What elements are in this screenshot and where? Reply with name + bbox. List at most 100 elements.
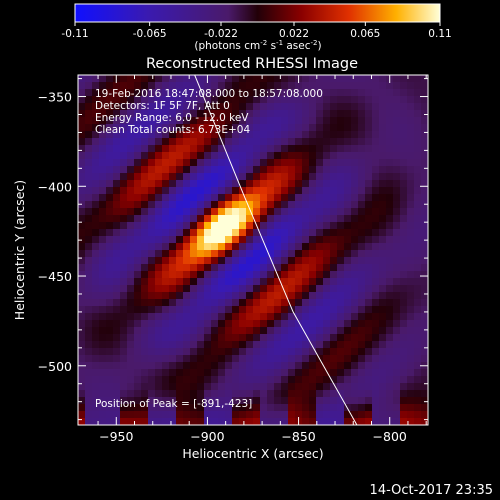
heatmap-cell <box>246 96 253 103</box>
heatmap-cell <box>148 250 155 257</box>
heatmap-cell <box>162 103 169 110</box>
heatmap-cell <box>253 152 260 159</box>
heatmap-cell <box>309 341 316 348</box>
heatmap-cell <box>78 313 85 320</box>
heatmap-cell <box>386 166 393 173</box>
heatmap-cell <box>281 124 288 131</box>
heatmap-cell <box>421 418 428 425</box>
heatmap-cell <box>421 411 428 418</box>
heatmap-cell <box>309 194 316 201</box>
heatmap-cell <box>85 187 92 194</box>
heatmap-cell <box>365 89 372 96</box>
heatmap-cell <box>400 313 407 320</box>
heatmap-cell <box>169 222 176 229</box>
heatmap-cell <box>92 75 99 82</box>
heatmap-cell <box>253 355 260 362</box>
heatmap-cell <box>148 173 155 180</box>
info-line-time: 19-Feb-2016 18:47:08.000 to 18:57:08.000 <box>95 88 323 100</box>
heatmap-cell <box>323 327 330 334</box>
heatmap-cell <box>316 222 323 229</box>
heatmap-cell <box>414 152 421 159</box>
heatmap-cell <box>323 404 330 411</box>
heatmap-cell <box>246 341 253 348</box>
heatmap-cell <box>386 278 393 285</box>
heatmap-cell <box>239 215 246 222</box>
heatmap-cell <box>351 117 358 124</box>
heatmap-cell <box>218 306 225 313</box>
heatmap-cell <box>246 369 253 376</box>
heatmap-cell <box>365 355 372 362</box>
heatmap-cell <box>99 313 106 320</box>
heatmap-cell <box>127 201 134 208</box>
heatmap-cell <box>267 243 274 250</box>
heatmap-cell <box>330 327 337 334</box>
heatmap-cell <box>106 264 113 271</box>
heatmap-cell <box>155 173 162 180</box>
heatmap-cell <box>218 376 225 383</box>
heatmap-cell <box>323 75 330 82</box>
heatmap-cell <box>281 96 288 103</box>
heatmap-cell <box>281 383 288 390</box>
heatmap-cell <box>337 215 344 222</box>
heatmap-cell <box>85 103 92 110</box>
heatmap-cell <box>204 96 211 103</box>
heatmap-cell <box>85 264 92 271</box>
heatmap-cell <box>267 110 274 117</box>
heatmap-cell <box>211 208 218 215</box>
heatmap-cell <box>365 418 372 425</box>
heatmap-cell <box>113 313 120 320</box>
heatmap-cell <box>211 411 218 418</box>
heatmap-cell <box>225 103 232 110</box>
heatmap-cell <box>127 96 134 103</box>
heatmap-cell <box>414 236 421 243</box>
heatmap-cell <box>141 131 148 138</box>
heatmap-cell <box>344 89 351 96</box>
heatmap-cell <box>162 278 169 285</box>
heatmap-cell <box>176 376 183 383</box>
heatmap-cell <box>141 376 148 383</box>
heatmap-cell <box>183 173 190 180</box>
heatmap-cell <box>155 89 162 96</box>
heatmap-cell <box>148 320 155 327</box>
heatmap-cell <box>302 250 309 257</box>
heatmap-cell <box>120 187 127 194</box>
heatmap-cell <box>232 96 239 103</box>
heatmap-cell <box>253 96 260 103</box>
heatmap-cell <box>211 285 218 292</box>
y-tick-label: −500 <box>38 359 72 374</box>
heatmap-cell <box>274 75 281 82</box>
heatmap-cell <box>295 180 302 187</box>
heatmap-cell <box>407 222 414 229</box>
heatmap-cell <box>78 82 85 89</box>
heatmap-cell <box>85 138 92 145</box>
heatmap-cell <box>260 117 267 124</box>
heatmap-cell <box>267 222 274 229</box>
colorbar-tick-label: -0.065 <box>133 28 167 40</box>
heatmap-cell <box>134 278 141 285</box>
heatmap-cell <box>190 82 197 89</box>
heatmap-cell <box>330 271 337 278</box>
heatmap-cell <box>127 369 134 376</box>
heatmap-cell <box>288 166 295 173</box>
heatmap-cell <box>414 285 421 292</box>
heatmap-cell <box>351 215 358 222</box>
heatmap-cell <box>246 110 253 117</box>
heatmap-cell <box>78 152 85 159</box>
heatmap-cell <box>358 229 365 236</box>
heatmap-cell <box>176 313 183 320</box>
heatmap-cell <box>260 103 267 110</box>
heatmap-cell <box>239 320 246 327</box>
heatmap-cell <box>330 285 337 292</box>
heatmap-cell <box>323 138 330 145</box>
heatmap-cell <box>379 306 386 313</box>
heatmap-cell <box>323 236 330 243</box>
heatmap-cell <box>358 383 365 390</box>
heatmap-cell <box>386 124 393 131</box>
heatmap-cell <box>337 138 344 145</box>
heatmap-cell <box>232 390 239 397</box>
y-axis-label: Heliocentric Y (arcsec) <box>12 180 27 320</box>
heatmap-cell <box>176 89 183 96</box>
heatmap-cell <box>337 369 344 376</box>
heatmap-cell <box>99 194 106 201</box>
heatmap-cell <box>414 348 421 355</box>
